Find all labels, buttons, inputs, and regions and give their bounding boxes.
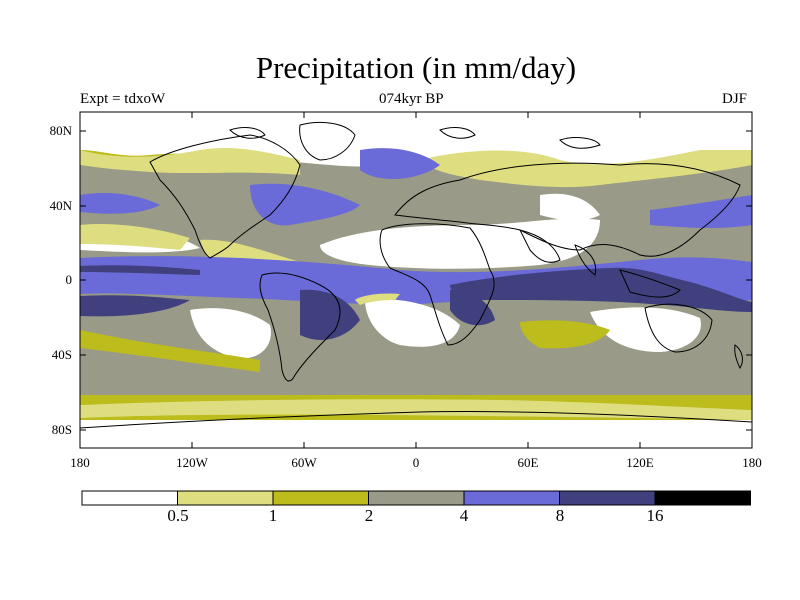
lat-label-80n: 80N [49,123,72,138]
colorbar-label-16: 16 [646,506,664,525]
colorbar [81,490,751,506]
colorbar-swatch-0 [81,490,178,506]
colorbar-label-8: 8 [555,506,565,525]
axis-ticks [80,112,752,448]
colorbar-swatch-2 [272,490,369,506]
coastlines [80,122,752,429]
lat-label-40s: 40S [51,347,72,362]
colorbar-swatch-3 [368,490,465,506]
lat-label-80s: 80S [51,422,72,437]
colorbar-swatch-4 [463,490,560,506]
lon-label-0: 0 [412,455,420,470]
lon-label-60e: 60E [517,455,539,470]
colorbar-label-1: 1 [268,506,278,525]
lon-label-120e: 120E [626,455,654,470]
time-label: 074kyr BP [379,91,444,107]
precip-field [80,112,752,448]
lon-label-180e: 180 [742,455,762,470]
colorbar-swatch-5 [559,490,656,506]
lon-label-180w: 180 [70,455,90,470]
colorbar-label-4: 4 [459,506,469,525]
colorbar-swatch-6 [654,490,751,506]
colorbar-label-0-5: 0.5 [167,506,189,525]
lat-label-40n: 40N [49,198,72,213]
lat-label-0: 0 [65,272,73,287]
lon-label-60w: 60W [291,455,317,470]
colorbar-swatch-1 [177,490,274,506]
colorbar-label-2: 2 [364,506,374,525]
figure-title: Precipitation (in mm/day) [255,50,577,85]
season-label: DJF [722,91,748,107]
lon-label-120w: 120W [176,455,208,470]
experiment-label: Expt = tdxoW [80,91,166,107]
